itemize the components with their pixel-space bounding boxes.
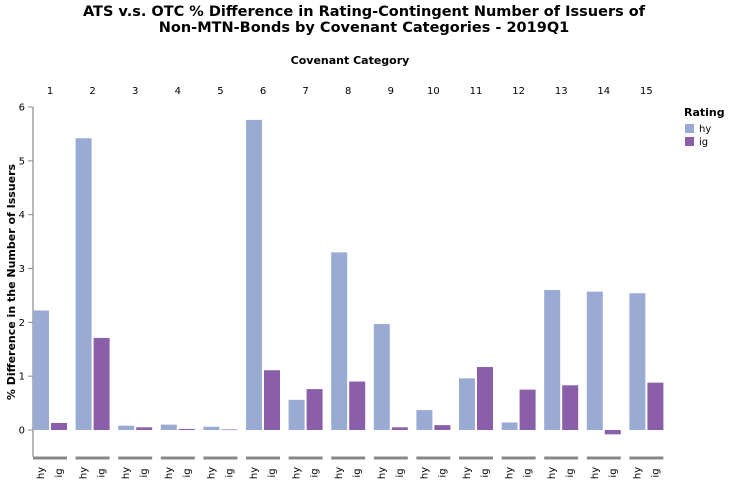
column-label-2: 2 <box>89 86 95 97</box>
y-tick-label-2: 2 <box>19 318 25 329</box>
column-label-5: 5 <box>217 86 223 97</box>
subcategory-label-ig-3: ig <box>139 468 150 477</box>
bar-hy-category-9 <box>373 323 390 430</box>
subcategory-label-ig-5: ig <box>224 468 235 477</box>
subcategory-label-ig-6: ig <box>267 468 278 477</box>
subcategory-label-hy-12: hy <box>505 467 516 479</box>
subcategory-label-hy-2: hy <box>79 467 90 479</box>
y-tick-label-5: 5 <box>19 156 25 167</box>
bar-hy-category-5 <box>203 426 220 430</box>
subcategory-label-ig-12: ig <box>523 468 534 477</box>
bar-ig-category-6 <box>264 370 280 430</box>
bar-hy-category-11 <box>459 378 475 430</box>
subcategory-label-ig-10: ig <box>437 468 448 477</box>
subcategory-label-hy-15: hy <box>632 467 643 479</box>
bar-hy-category-8 <box>331 252 348 430</box>
subcategory-label-hy-8: hy <box>334 467 345 479</box>
y-tick-label-1: 1 <box>19 372 25 383</box>
bar-ig-category-3 <box>136 427 153 430</box>
bar-ig-category-1 <box>51 423 67 430</box>
chart-title-line-1: ATS v.s. OTC % Difference in Rating-Cont… <box>83 4 646 20</box>
column-label-12: 12 <box>512 86 525 97</box>
column-label-4: 4 <box>175 86 181 97</box>
bar-hy-category-4 <box>160 424 177 430</box>
subcategory-label-ig-11: ig <box>480 468 491 477</box>
column-label-7: 7 <box>302 86 308 97</box>
bar-hy-category-3 <box>118 425 135 430</box>
y-axis-title: % Difference in the Number of Issuers <box>5 163 18 400</box>
bar-ig-category-10 <box>434 425 451 430</box>
subcategory-label-ig-8: ig <box>352 468 363 477</box>
bar-ig-category-7 <box>306 389 323 430</box>
bar-hy-category-13 <box>544 290 561 430</box>
subcategory-label-hy-1: hy <box>36 467 47 479</box>
bar-ig-category-11 <box>477 367 493 430</box>
legend-title: Rating <box>684 106 725 119</box>
y-tick-label-3: 3 <box>19 264 25 275</box>
column-axis-title: Covenant Category <box>291 54 410 67</box>
bar-hy-category-6 <box>246 119 262 431</box>
bar-hy-category-10 <box>416 410 433 430</box>
legend: Rating hy ig <box>684 106 725 148</box>
subcategory-label-hy-9: hy <box>377 467 388 479</box>
bar-ig-category-5 <box>221 429 238 431</box>
column-label-11: 11 <box>470 86 483 97</box>
subcategory-label-hy-5: hy <box>206 467 217 479</box>
subcategory-label-hy-10: hy <box>419 467 430 479</box>
subcategory-label-hy-11: hy <box>462 467 473 479</box>
bar-hy-category-1 <box>33 310 49 430</box>
column-label-13: 13 <box>555 86 568 97</box>
bar-hy-category-7 <box>288 399 305 430</box>
bar-hy-category-2 <box>75 138 92 430</box>
column-label-14: 14 <box>597 86 610 97</box>
bar-ig-category-12 <box>519 389 536 430</box>
column-label-8: 8 <box>345 86 351 97</box>
bar-ig-category-8 <box>349 381 366 430</box>
bar-hy-category-15 <box>629 293 646 430</box>
subcategory-label-hy-6: hy <box>249 467 260 479</box>
subcategory-label-ig-13: ig <box>565 468 576 477</box>
subcategory-label-ig-15: ig <box>650 468 661 477</box>
subcategory-label-hy-14: hy <box>590 467 601 479</box>
bar-hy-category-14 <box>586 291 603 430</box>
bar-ig-category-9 <box>391 427 408 430</box>
bar-hy-category-12 <box>501 422 518 430</box>
chart-title-line-2: Non-MTN-Bonds by Covenant Categories - 2… <box>159 20 570 36</box>
y-tick-label-0: 0 <box>19 426 25 437</box>
subcategory-label-ig-9: ig <box>395 468 406 477</box>
legend-swatch-ig <box>685 137 694 146</box>
legend-label-hy: hy <box>699 124 711 135</box>
subcategory-label-ig-2: ig <box>97 468 108 477</box>
column-label-6: 6 <box>260 86 266 97</box>
chart-title: ATS v.s. OTC % Difference in Rating-Cont… <box>83 4 646 36</box>
subcategory-label-hy-7: hy <box>292 467 303 479</box>
bar-ig-category-14 <box>604 430 621 435</box>
subcategory-label-ig-14: ig <box>608 468 619 477</box>
subcategory-label-hy-3: hy <box>121 467 132 479</box>
subcategory-label-hy-13: hy <box>547 467 558 479</box>
subcategory-label-ig-4: ig <box>182 468 193 477</box>
column-label-3: 3 <box>132 86 138 97</box>
legend-label-ig: ig <box>699 137 708 148</box>
column-label-15: 15 <box>640 86 653 97</box>
subcategory-label-ig-1: ig <box>54 468 65 477</box>
bar-ig-category-4 <box>178 428 195 430</box>
y-tick-label-6: 6 <box>19 103 25 114</box>
bar-ig-category-15 <box>647 382 664 430</box>
column-label-1: 1 <box>47 86 53 97</box>
column-label-9: 9 <box>388 86 394 97</box>
subcategory-label-hy-4: hy <box>164 467 175 479</box>
subcategory-label-ig-7: ig <box>310 468 321 477</box>
bar-ig-category-2 <box>93 337 110 430</box>
column-label-10: 10 <box>427 86 440 97</box>
legend-swatch-hy <box>685 124 694 133</box>
y-tick-label-4: 4 <box>19 210 25 221</box>
bar-ig-category-13 <box>562 385 579 430</box>
